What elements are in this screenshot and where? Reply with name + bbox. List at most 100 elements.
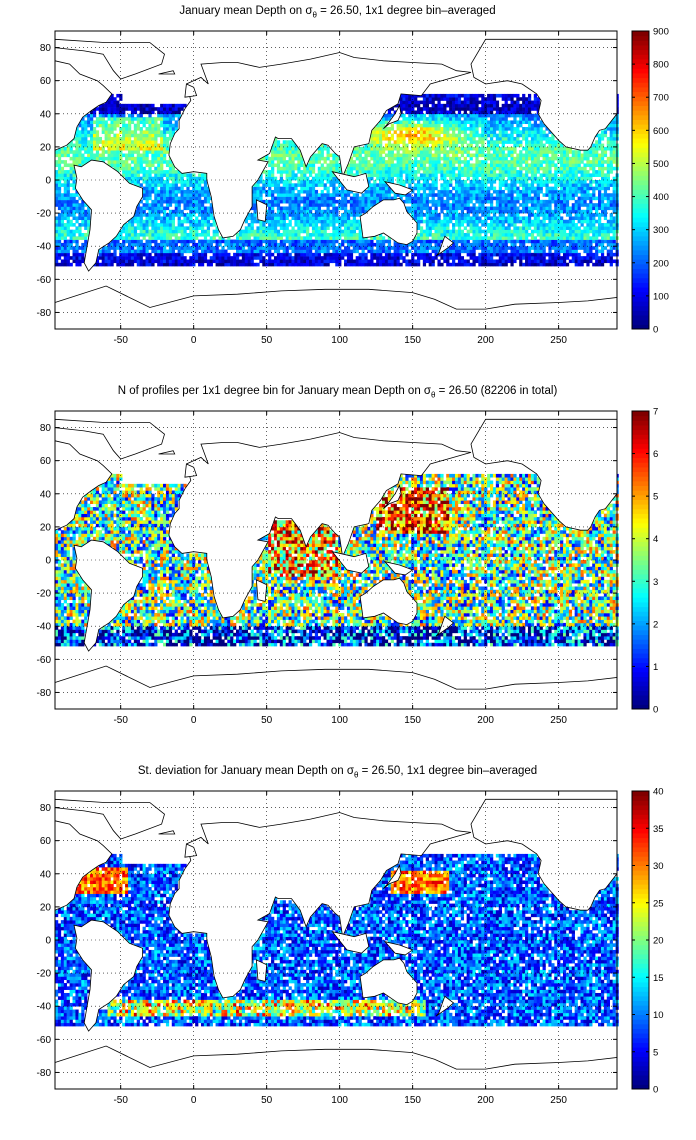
heatmap-cell bbox=[288, 170, 292, 174]
heatmap-cell bbox=[443, 166, 447, 171]
heatmap-cell bbox=[387, 186, 392, 191]
heatmap-cell bbox=[422, 219, 427, 224]
heatmap-cell bbox=[574, 226, 578, 230]
heatmap-cell bbox=[87, 213, 91, 217]
heatmap-cell bbox=[259, 249, 263, 254]
heatmap-cell bbox=[139, 256, 143, 260]
heatmap-cell bbox=[376, 186, 380, 191]
heatmap-cell bbox=[57, 246, 62, 250]
heatmap-cell bbox=[314, 223, 319, 227]
heatmap-cell bbox=[384, 170, 389, 174]
heatmap-cell bbox=[472, 196, 476, 201]
heatmap-cell bbox=[125, 259, 129, 264]
heatmap-cell bbox=[419, 252, 424, 257]
heatmap-cell bbox=[530, 183, 535, 187]
heatmap-cell bbox=[431, 259, 435, 264]
heatmap-cell bbox=[297, 223, 301, 227]
heatmap-cell bbox=[107, 153, 111, 158]
heatmap-cell bbox=[268, 226, 272, 230]
heatmap-cell bbox=[414, 209, 418, 214]
heatmap-cell bbox=[460, 239, 465, 244]
heatmap-cell bbox=[349, 239, 354, 244]
heatmap-cell bbox=[297, 150, 301, 154]
heatmap-cell bbox=[446, 232, 450, 237]
heatmap-cell bbox=[326, 146, 330, 151]
heatmap-cell bbox=[329, 170, 333, 174]
heatmap-cell bbox=[504, 239, 508, 244]
heatmap-cell bbox=[262, 186, 266, 191]
heatmap-cell bbox=[130, 256, 135, 260]
heatmap-cell bbox=[66, 196, 70, 201]
heatmap-cell bbox=[142, 160, 146, 164]
heatmap-cell bbox=[469, 180, 473, 184]
heatmap-cell bbox=[539, 219, 543, 224]
heatmap-cell bbox=[428, 226, 432, 230]
heatmap-cell bbox=[525, 249, 529, 254]
heatmap-cell bbox=[548, 189, 552, 194]
heatmap-cell bbox=[294, 163, 298, 168]
heatmap-cell bbox=[218, 256, 222, 260]
heatmap-cell bbox=[271, 170, 275, 174]
heatmap-cell bbox=[332, 242, 336, 247]
heatmap-cell bbox=[522, 252, 526, 257]
heatmap-cell bbox=[317, 219, 321, 224]
heatmap-cell bbox=[533, 236, 538, 240]
heatmap-cell bbox=[72, 176, 76, 181]
heatmap-cell bbox=[209, 209, 213, 214]
heatmap-cell bbox=[308, 259, 313, 264]
heatmap-cell bbox=[358, 199, 362, 204]
heatmap-cell bbox=[282, 206, 286, 211]
heatmap-cell bbox=[492, 180, 497, 184]
heatmap-cell bbox=[279, 242, 284, 247]
heatmap-cell bbox=[125, 146, 129, 151]
heatmap-cell bbox=[425, 213, 429, 217]
heatmap-cell bbox=[355, 146, 359, 151]
heatmap-cell bbox=[472, 242, 476, 247]
heatmap-cell bbox=[598, 242, 602, 247]
heatmap-cell bbox=[595, 183, 599, 187]
heatmap-cell bbox=[230, 246, 234, 250]
heatmap-cell bbox=[431, 236, 435, 240]
heatmap-cell bbox=[381, 180, 386, 184]
heatmap-cell bbox=[498, 209, 502, 214]
heatmap-cell bbox=[323, 229, 327, 234]
heatmap-cell bbox=[338, 216, 342, 221]
heatmap-cell bbox=[440, 252, 444, 257]
heatmap-cell bbox=[504, 170, 508, 174]
heatmap-cell bbox=[341, 229, 345, 234]
heatmap-cell bbox=[168, 262, 173, 267]
heatmap-cell bbox=[78, 246, 82, 250]
heatmap-cell bbox=[478, 199, 482, 204]
heatmap-cell bbox=[379, 249, 383, 254]
heatmap-cell bbox=[449, 249, 453, 254]
heatmap-cell bbox=[376, 239, 380, 244]
heatmap-cell bbox=[72, 153, 76, 158]
heatmap-cell bbox=[419, 236, 424, 240]
heatmap-cell bbox=[460, 166, 465, 171]
heatmap-cell bbox=[291, 196, 295, 201]
heatmap-cell bbox=[612, 226, 616, 230]
heatmap-cell bbox=[536, 176, 540, 181]
heatmap-cell bbox=[320, 180, 324, 184]
heatmap-cell bbox=[562, 223, 567, 227]
heatmap-cell bbox=[466, 170, 470, 174]
heatmap-cell bbox=[84, 209, 88, 214]
heatmap-cell bbox=[236, 252, 240, 257]
heatmap-cell bbox=[399, 256, 403, 260]
heatmap-cell bbox=[311, 166, 316, 171]
heatmap-cell bbox=[57, 163, 62, 168]
heatmap-cell bbox=[370, 183, 374, 187]
heatmap-cell bbox=[335, 160, 339, 164]
heatmap-cell bbox=[603, 206, 608, 211]
heatmap-cell bbox=[533, 246, 538, 250]
heatmap-cell bbox=[516, 176, 520, 181]
heatmap-cell bbox=[472, 223, 476, 227]
heatmap-cell bbox=[335, 229, 339, 234]
heatmap-cell bbox=[598, 249, 602, 254]
heatmap-cell bbox=[422, 153, 427, 158]
heatmap-cell bbox=[130, 160, 135, 164]
heatmap-cell bbox=[268, 259, 272, 264]
heatmap-cell bbox=[358, 242, 362, 247]
heatmap-cell bbox=[200, 242, 205, 247]
heatmap-cell bbox=[133, 156, 138, 161]
